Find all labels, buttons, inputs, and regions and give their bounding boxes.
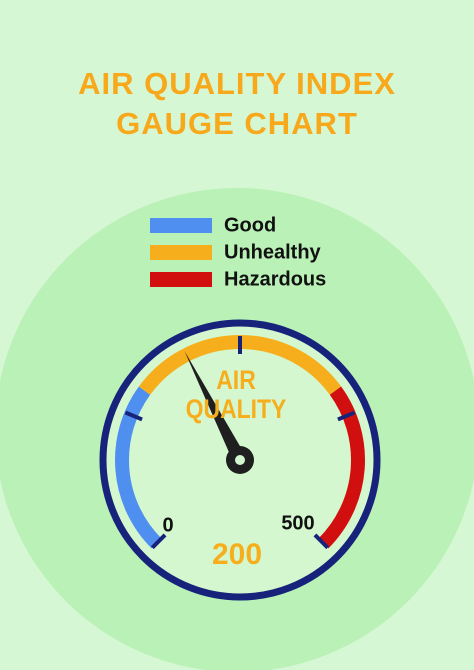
needle xyxy=(184,351,247,464)
tick-mark xyxy=(150,533,167,550)
legend-swatch xyxy=(150,272,212,287)
chart-title: AIR QUALITY INDEX GAUGE CHART xyxy=(78,66,396,141)
tick-mark xyxy=(313,533,330,550)
center-label: AIR QUALITY xyxy=(185,365,287,424)
legend-label: Hazardous xyxy=(224,268,326,290)
legend-label: Good xyxy=(224,214,276,236)
max-label: 500 xyxy=(281,512,314,534)
tick-mark xyxy=(124,410,143,422)
value-label: 200 xyxy=(212,538,262,571)
tick-mark xyxy=(337,410,356,422)
gauge-band xyxy=(318,386,365,549)
legend-swatch xyxy=(150,218,212,233)
legend-swatch xyxy=(150,245,212,260)
min-label: 0 xyxy=(162,514,173,536)
gauge-band xyxy=(115,386,162,549)
needle-hub-center xyxy=(235,455,245,465)
legend-label: Unhealthy xyxy=(224,241,322,263)
